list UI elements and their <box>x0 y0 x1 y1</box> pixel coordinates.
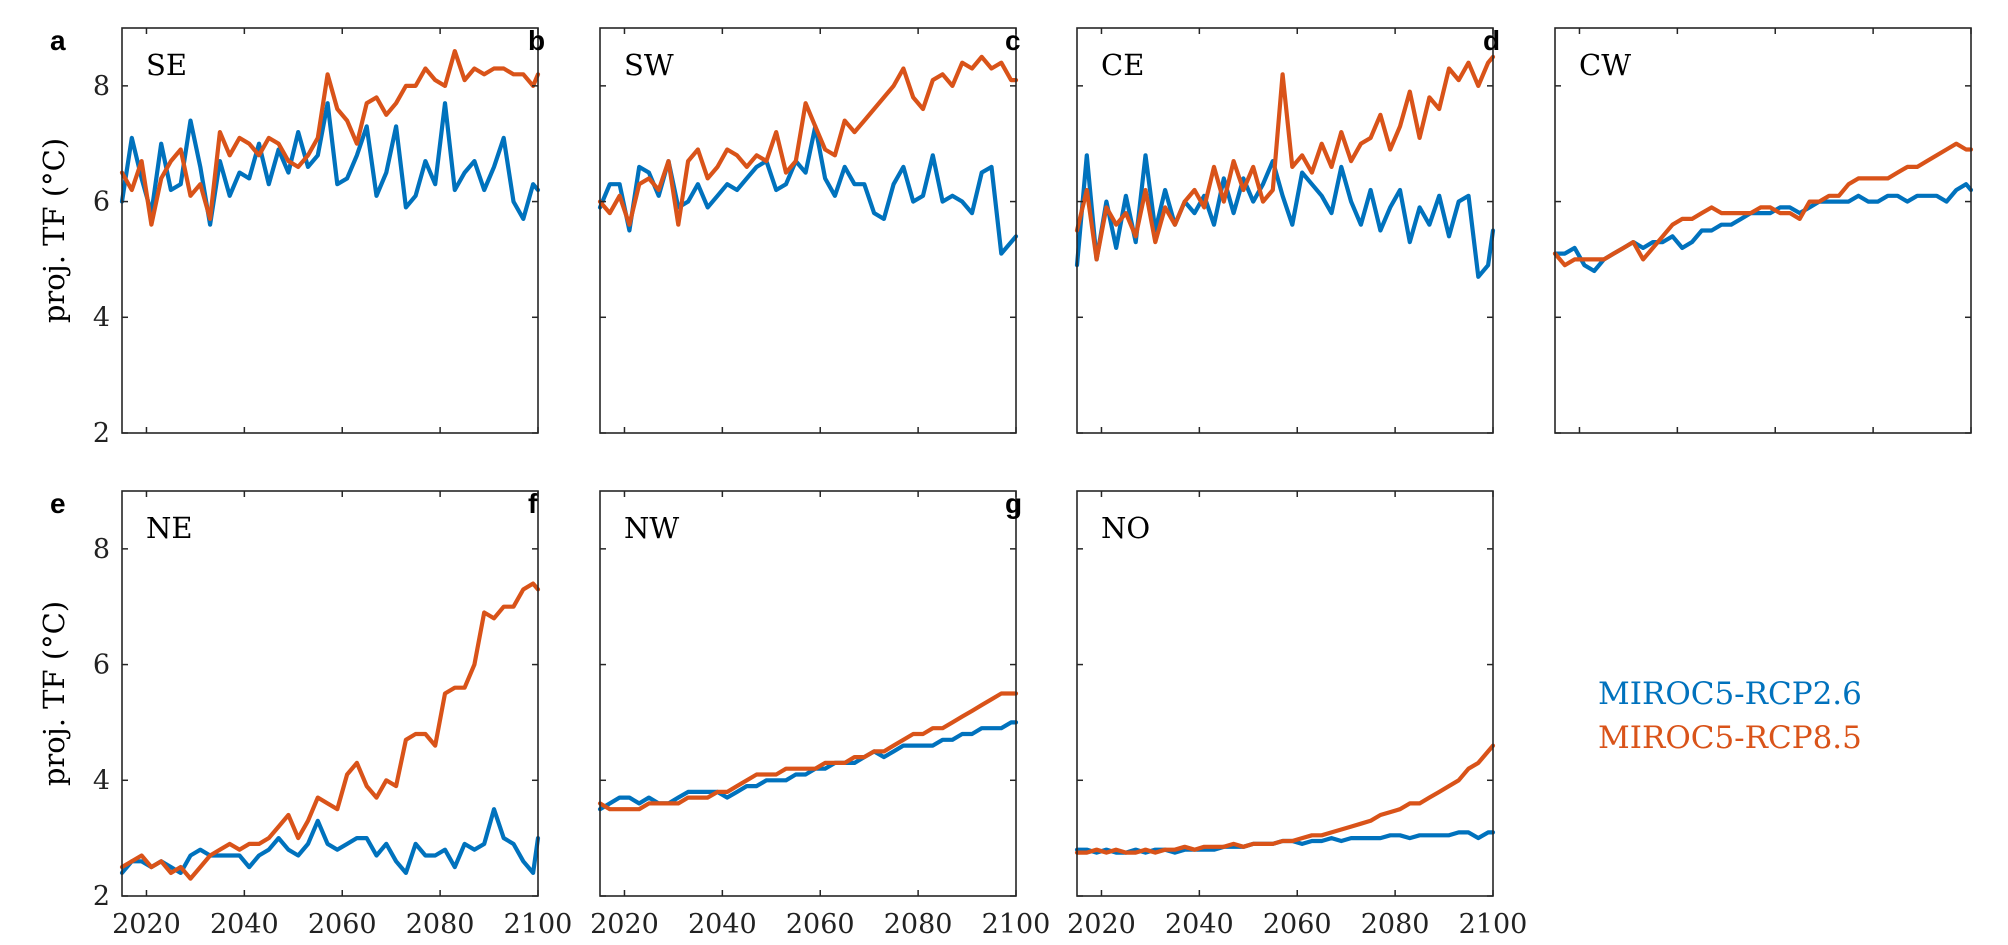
series-line-ce-rcp26 <box>1074 153 1496 279</box>
series-line-se-rcp26 <box>119 101 541 227</box>
x-tick-label: 2100 <box>982 909 1051 940</box>
y-axis-label: proj. TF (°C) <box>37 601 71 786</box>
series-line-ne-rcp26 <box>119 807 541 876</box>
series-line-nw-rcp85 <box>597 691 1019 812</box>
axes-frame <box>121 490 539 897</box>
panel-letter: c <box>1005 25 1021 56</box>
x-tick-label: 2020 <box>112 909 181 940</box>
axes-frame <box>1554 27 1972 434</box>
y-tick-label: 4 <box>93 765 110 796</box>
x-tick-label: 2080 <box>406 909 475 940</box>
axes-frame <box>1076 490 1494 897</box>
region-label: CW <box>1579 48 1631 82</box>
axes-frame <box>1076 27 1494 434</box>
series-line-nw-rcp26 <box>597 720 1019 812</box>
legend-entry: MIROC5-RCP8.5 <box>1598 720 1862 756</box>
x-tick-label: 2060 <box>1263 909 1332 940</box>
region-label: SE <box>146 48 187 82</box>
region-label: CE <box>1101 48 1144 82</box>
panel-g: 2020 2040 2060 2080 2100 g NO <box>1005 488 1527 940</box>
series-line-cw-rcp26 <box>1552 182 1974 274</box>
region-label: NW <box>624 511 679 545</box>
y-tick-label: 6 <box>93 187 110 218</box>
x-tick-label: 2020 <box>590 909 659 940</box>
panel-c: c CE <box>1005 25 1496 434</box>
axes-frame <box>599 490 1017 897</box>
series-line-ne-rcp85 <box>119 581 541 881</box>
axes-frame <box>121 27 539 434</box>
panel-b: b SW <box>528 25 1019 434</box>
y-tick-label: 8 <box>93 71 110 102</box>
series-line-se-rcp85 <box>119 48 541 227</box>
panel-letter: d <box>1483 25 1500 56</box>
series-line-sw-rcp26 <box>597 124 1019 256</box>
y-axis-label: proj. TF (°C) <box>37 138 71 323</box>
y-tick-label: 8 <box>93 534 110 565</box>
x-tick-label: 2080 <box>884 909 953 940</box>
panel-a: 2 4 6 8a SE proj. TF (°C) <box>37 25 541 449</box>
legend-entry: MIROC5-RCP2.6 <box>1598 676 1862 712</box>
x-tick-label: 2080 <box>1361 909 1430 940</box>
x-tick-label: 2040 <box>210 909 279 940</box>
panel-letter: b <box>528 25 545 56</box>
panel-letter: f <box>528 488 538 519</box>
legend: MIROC5-RCP2.6 MIROC5-RCP8.5 <box>1598 676 1862 756</box>
y-tick-label: 2 <box>93 418 110 449</box>
series-line-sw-rcp85 <box>597 54 1019 227</box>
panel-f: 2020 2040 2060 2080 2100 f NW <box>528 488 1050 940</box>
series-line-cw-rcp85 <box>1552 141 1974 268</box>
region-label: SW <box>624 48 674 82</box>
axes-frame <box>599 27 1017 434</box>
y-tick-label: 2 <box>93 881 110 912</box>
series-line-no-rcp85 <box>1074 743 1496 855</box>
y-tick-label: 6 <box>93 650 110 681</box>
x-tick-label: 2100 <box>504 909 573 940</box>
region-label: NE <box>146 511 193 545</box>
region-label: NO <box>1101 511 1150 545</box>
x-tick-label: 2060 <box>308 909 377 940</box>
x-tick-label: 2020 <box>1067 909 1136 940</box>
panel-e: 2 4 6 8 2020 2040 2060 2080 2100 e NE proj. TF (°C) <box>37 488 572 940</box>
x-tick-label: 2100 <box>1459 909 1528 940</box>
x-tick-label: 2040 <box>688 909 757 940</box>
x-tick-label: 2060 <box>786 909 855 940</box>
panel-d: d CW <box>1483 25 1974 434</box>
panel-letter: g <box>1005 488 1022 519</box>
y-tick-label: 4 <box>93 302 110 333</box>
series-line-ce-rcp85 <box>1074 54 1496 262</box>
x-tick-label: 2040 <box>1165 909 1234 940</box>
panel-letter: e <box>50 488 66 519</box>
panel-letter: a <box>50 25 66 56</box>
